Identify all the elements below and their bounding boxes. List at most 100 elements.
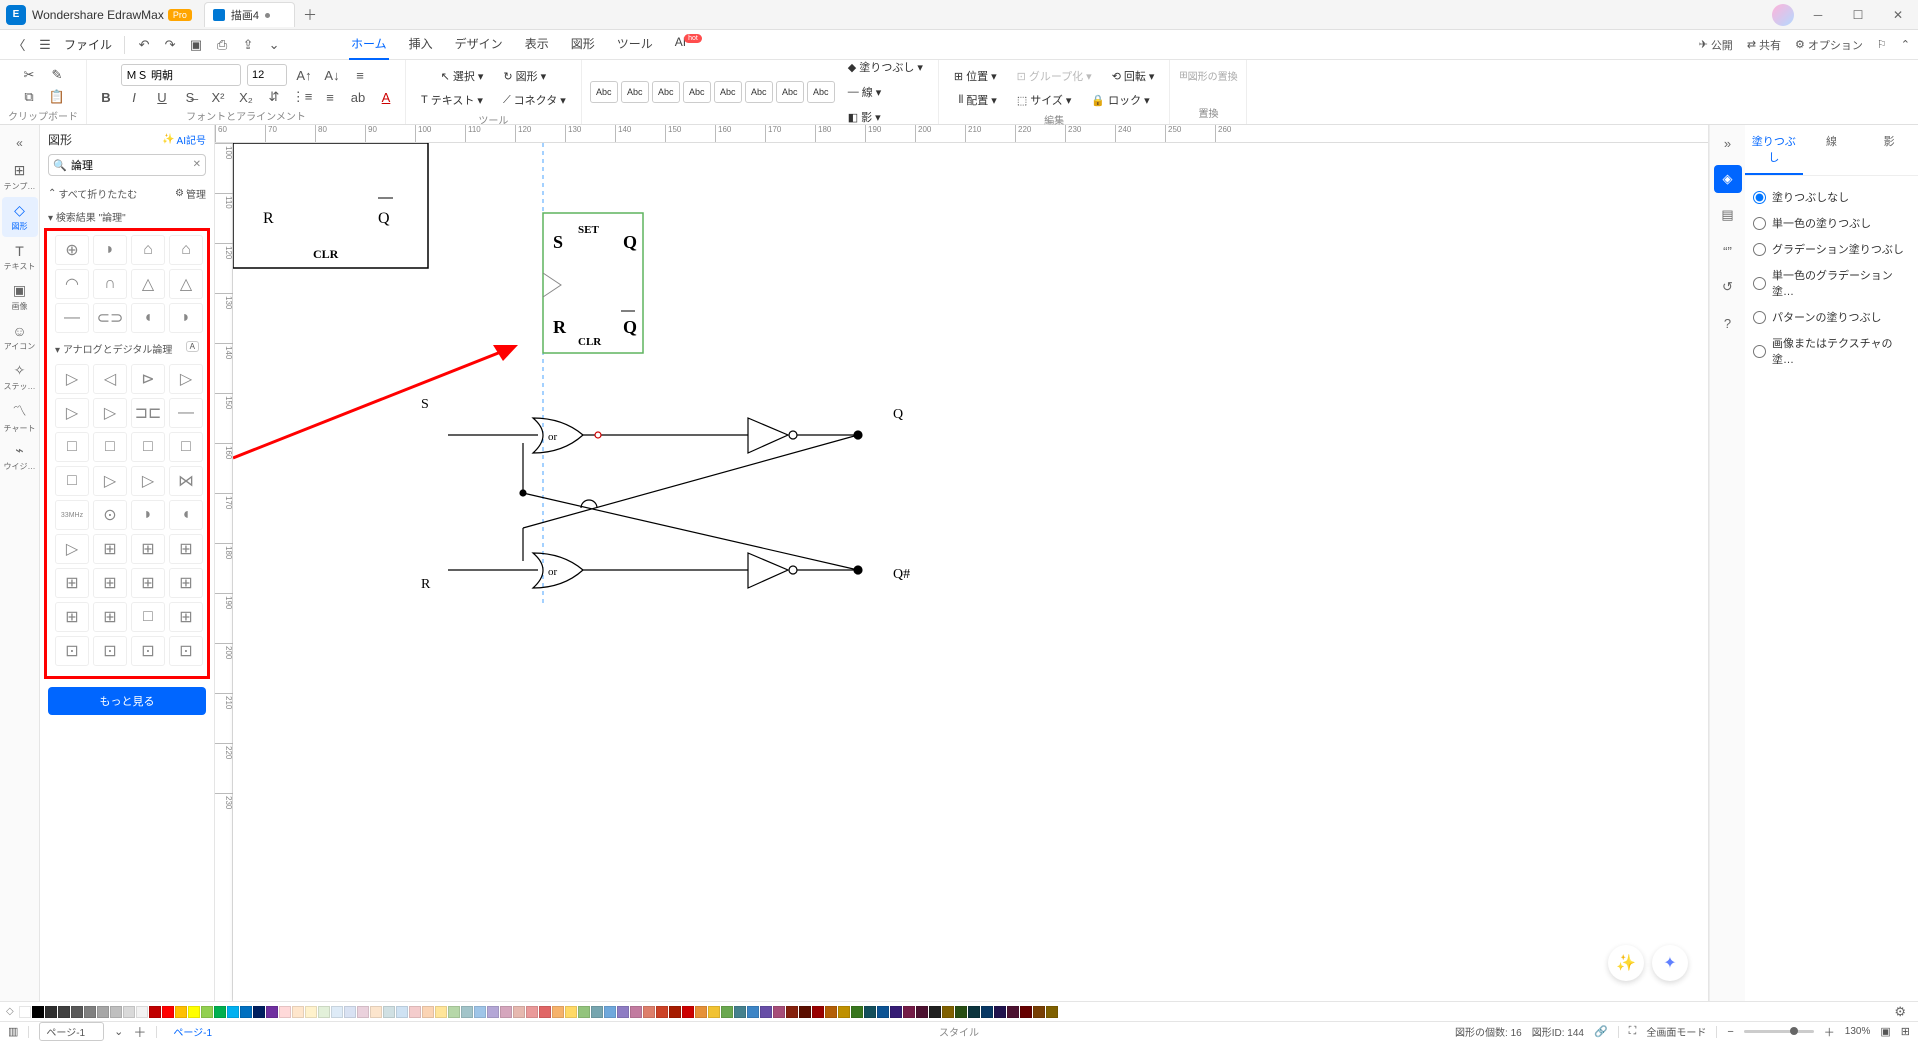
color-swatch[interactable] [292, 1006, 304, 1018]
shape-thumb[interactable]: □ [55, 432, 89, 462]
shape-thumb[interactable]: ⊙ [93, 500, 127, 530]
tab-home[interactable]: ホーム [349, 29, 389, 60]
style-chip[interactable]: Abc [683, 81, 711, 103]
shape-thumb[interactable]: ◁ [93, 364, 127, 394]
color-swatch[interactable] [58, 1006, 70, 1018]
left-rail-item[interactable]: ⌁ウイジ… [2, 437, 38, 477]
color-swatch[interactable] [591, 1006, 603, 1018]
expand-right-icon[interactable]: » [1714, 129, 1742, 157]
fit-icon[interactable]: ▣ [1880, 1025, 1890, 1038]
case-icon[interactable]: ab [347, 86, 369, 108]
color-swatch[interactable] [942, 1006, 954, 1018]
tab-design[interactable]: デザイン [453, 29, 505, 60]
color-swatch[interactable] [201, 1006, 213, 1018]
font-size-select[interactable] [247, 64, 287, 86]
color-swatch[interactable] [955, 1006, 967, 1018]
shape-thumb[interactable]: □ [131, 602, 165, 632]
shape-thumb[interactable]: 33MHz [55, 500, 89, 530]
fill-option[interactable]: 単一色の塗りつぶし [1753, 210, 1910, 236]
tab-shape[interactable]: 図形 [569, 29, 597, 60]
sparkle-float-button[interactable]: ✦ [1652, 945, 1688, 981]
color-swatch[interactable] [474, 1006, 486, 1018]
color-swatch[interactable] [851, 1006, 863, 1018]
zoom-slider[interactable] [1744, 1030, 1814, 1033]
color-swatch[interactable] [799, 1006, 811, 1018]
color-swatch[interactable] [19, 1006, 31, 1018]
shape-thumb[interactable]: ⊡ [169, 636, 203, 666]
new-tab-button[interactable]: ＋ [303, 5, 317, 25]
select-tool[interactable]: ↖ 選択 ▾ [434, 64, 491, 88]
color-swatch[interactable] [695, 1006, 707, 1018]
style-chip[interactable]: Abc [621, 81, 649, 103]
color-swatch[interactable] [1020, 1006, 1032, 1018]
superscript-icon[interactable]: X² [207, 86, 229, 108]
help-tab-icon[interactable]: ? [1714, 309, 1742, 337]
color-swatch[interactable] [708, 1006, 720, 1018]
shape-thumb[interactable]: ⊳ [131, 364, 165, 394]
export-icon[interactable]: ⇪ [237, 34, 259, 56]
shape-thumb[interactable]: ∩ [93, 269, 127, 299]
style-chip[interactable]: Abc [745, 81, 773, 103]
color-swatch[interactable] [422, 1006, 434, 1018]
color-swatch[interactable] [45, 1006, 57, 1018]
left-rail-item[interactable]: ☺アイコン [2, 317, 38, 357]
color-swatch[interactable] [162, 1006, 174, 1018]
underline-icon[interactable]: U [151, 86, 173, 108]
history-tab-icon[interactable]: ↺ [1714, 273, 1742, 301]
format-painter-icon[interactable]: ✎ [46, 64, 68, 86]
line-spacing-icon[interactable]: ⇵ [263, 86, 285, 108]
color-swatch[interactable] [253, 1006, 265, 1018]
ai-symbol-button[interactable]: ✨ AI記号 [162, 132, 206, 147]
manage-button[interactable]: ⚙ 管理 [175, 186, 206, 201]
page-dropdown-icon[interactable]: ⌄ [114, 1025, 123, 1038]
shape-thumb[interactable]: ▷ [93, 398, 127, 428]
text-tool[interactable]: T テキスト ▾ [414, 88, 490, 112]
fill-option[interactable]: グラデーション塗りつぶし [1753, 236, 1910, 262]
color-swatch[interactable] [500, 1006, 512, 1018]
shape-thumb[interactable]: — [55, 303, 89, 333]
shadow-tab[interactable]: 影 [1860, 125, 1918, 175]
palette-settings-icon[interactable]: ⚙ [1888, 1004, 1912, 1020]
font-shrink-icon[interactable]: A↓ [321, 64, 343, 86]
close-button[interactable]: ✕ [1878, 0, 1918, 30]
shape-thumb[interactable]: ⊐⊏ [131, 398, 165, 428]
canvas[interactable]: R Q CLR S SET Q R Q [233, 143, 1708, 1001]
maximize-button[interactable]: ☐ [1838, 0, 1878, 30]
document-tab[interactable]: 描画4 [204, 2, 295, 27]
strike-icon[interactable]: S̶ [179, 86, 201, 108]
color-swatch[interactable] [84, 1006, 96, 1018]
fullscreen-label[interactable]: 全画面モード [1646, 1024, 1706, 1039]
left-rail-item[interactable]: ✧ステッ… [2, 357, 38, 397]
color-swatch[interactable] [877, 1006, 889, 1018]
shape-thumb[interactable]: ▷ [55, 534, 89, 564]
color-swatch[interactable] [110, 1006, 122, 1018]
color-swatch[interactable] [643, 1006, 655, 1018]
color-swatch[interactable] [123, 1006, 135, 1018]
color-swatch[interactable] [409, 1006, 421, 1018]
fill-tab-icon[interactable]: ◈ [1714, 165, 1742, 193]
section-results[interactable]: ▾ 検索結果 "論理" [40, 205, 214, 228]
color-swatch[interactable] [760, 1006, 772, 1018]
bullets-icon[interactable]: ⋮≡ [291, 86, 313, 108]
shape-thumb[interactable]: ⊡ [55, 636, 89, 666]
color-swatch[interactable] [97, 1006, 109, 1018]
shape-thumb[interactable]: □ [169, 432, 203, 462]
shape-thumb[interactable]: ◗ [93, 235, 127, 265]
shape-thumb[interactable]: ◖ [131, 303, 165, 333]
collapse-ribbon-icon[interactable]: ⌃ [1901, 38, 1910, 51]
bold-icon[interactable]: B [95, 86, 117, 108]
replace-button[interactable]: ⊞図形の置換 [1178, 64, 1238, 86]
tab-ai[interactable]: AIhot [673, 29, 706, 60]
tab-tool[interactable]: ツール [615, 29, 655, 60]
fill-option[interactable]: 単一色のグラデーション塗… [1753, 262, 1910, 304]
color-swatch[interactable] [734, 1006, 746, 1018]
options-button[interactable]: ⚙ オプション [1795, 37, 1863, 53]
color-swatch[interactable] [682, 1006, 694, 1018]
color-swatch[interactable] [149, 1006, 161, 1018]
page-tab[interactable]: ページ-1 [167, 1024, 218, 1039]
color-swatch[interactable] [968, 1006, 980, 1018]
rotate-button[interactable]: ⟲ 回転 ▾ [1105, 64, 1162, 88]
grid-icon[interactable]: ⊞ [1901, 1025, 1910, 1038]
collapse-all-button[interactable]: ⌃ すべて折りたたむ [48, 186, 137, 201]
color-swatch[interactable] [747, 1006, 759, 1018]
